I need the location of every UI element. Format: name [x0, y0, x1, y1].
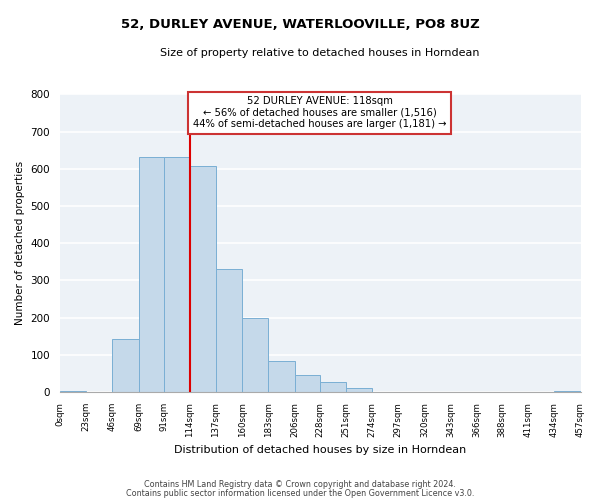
Bar: [320, 382, 346, 392]
X-axis label: Distribution of detached houses by size in Horndean: Distribution of detached houses by size …: [174, 445, 466, 455]
Bar: [60, 391, 86, 392]
Bar: [346, 388, 372, 392]
Bar: [268, 361, 295, 392]
Bar: [190, 166, 216, 392]
Y-axis label: Number of detached properties: Number of detached properties: [15, 161, 25, 326]
Bar: [216, 268, 242, 392]
Bar: [139, 156, 164, 392]
Bar: [554, 391, 581, 392]
Bar: [112, 339, 139, 392]
Text: 52 DURLEY AVENUE: 118sqm
← 56% of detached houses are smaller (1,516)
44% of sem: 52 DURLEY AVENUE: 118sqm ← 56% of detach…: [193, 96, 446, 130]
Title: Size of property relative to detached houses in Horndean: Size of property relative to detached ho…: [160, 48, 480, 58]
Bar: [242, 318, 268, 392]
Text: 52, DURLEY AVENUE, WATERLOOVILLE, PO8 8UZ: 52, DURLEY AVENUE, WATERLOOVILLE, PO8 8U…: [121, 18, 479, 30]
Text: Contains HM Land Registry data © Crown copyright and database right 2024.: Contains HM Land Registry data © Crown c…: [144, 480, 456, 489]
Text: Contains public sector information licensed under the Open Government Licence v3: Contains public sector information licen…: [126, 488, 474, 498]
Bar: [164, 157, 190, 392]
Bar: [295, 374, 320, 392]
